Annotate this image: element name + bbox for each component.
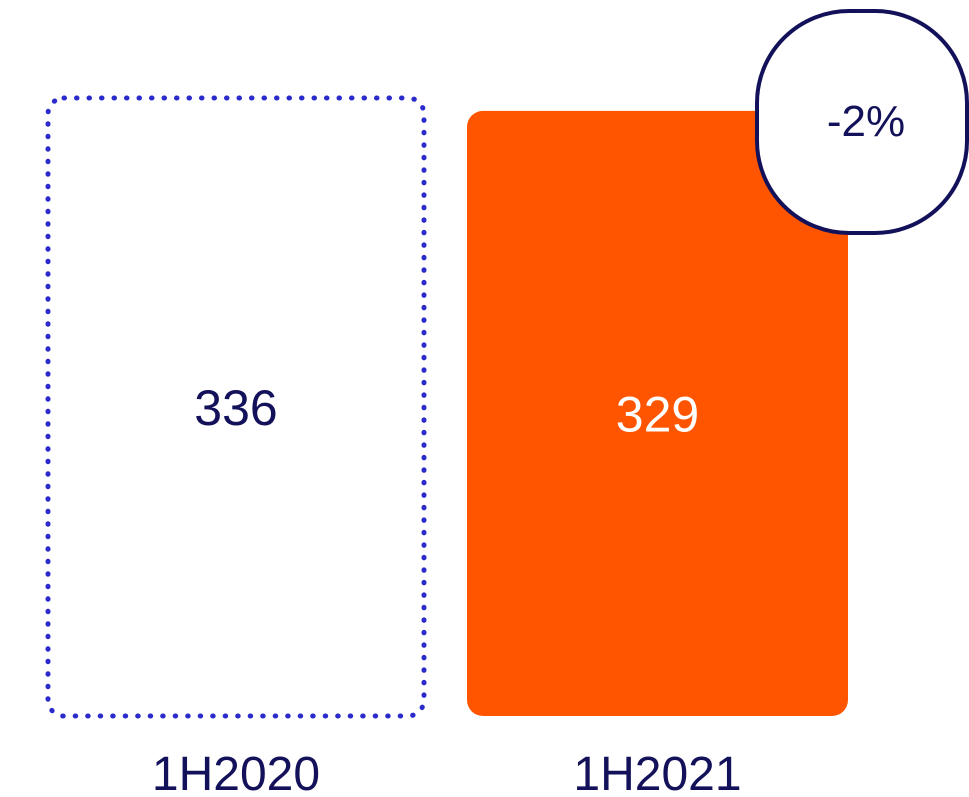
value-label-1h2020: 336	[194, 380, 277, 436]
category-label-1h2021: 1H2021	[573, 748, 741, 797]
change-badge-label: -2%	[827, 97, 905, 146]
category-label-1h2020: 1H2020	[152, 748, 320, 797]
bar-1h2020	[45, 95, 427, 719]
bar-1h2021	[467, 110, 848, 716]
change-badge-bubble	[755, 9, 969, 235]
value-label-1h2021: 329	[616, 386, 699, 442]
change-badge: -2%	[755, 9, 969, 235]
